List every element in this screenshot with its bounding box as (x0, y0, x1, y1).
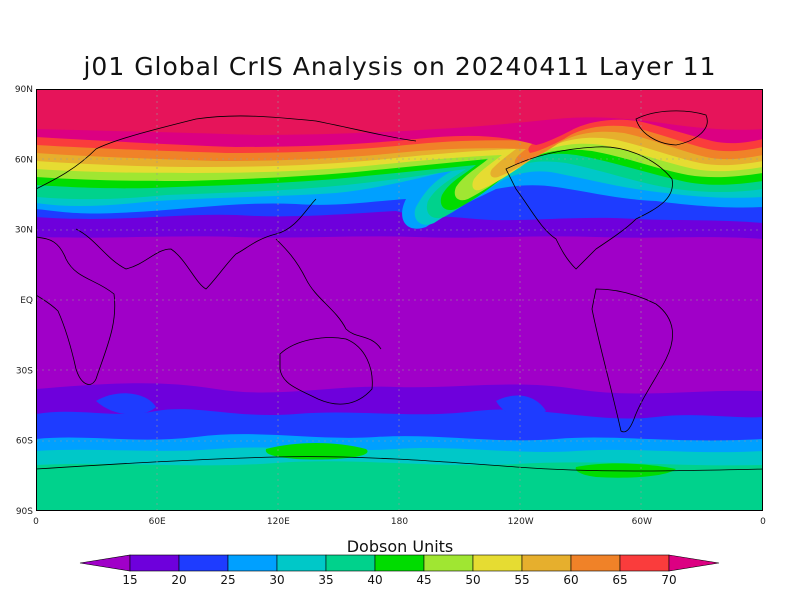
colorbar-min-arrow (79, 554, 131, 572)
colorbar-tick-label: 50 (465, 573, 480, 587)
colorbar-tick-label: 65 (612, 573, 627, 587)
colorbar-tick-label: 70 (661, 573, 676, 587)
lon-label: 0 (33, 517, 39, 527)
lat-label: EQ (20, 296, 33, 306)
colorbar-swatch (325, 554, 376, 572)
field-south-blue-blob (96, 393, 156, 415)
colorbar-swatch (423, 554, 474, 572)
colorbar-swatches (79, 554, 720, 572)
field-south-blue-blob-2 (496, 395, 546, 417)
colorbar-swatch (619, 554, 670, 572)
colorbar-title: Dobson Units (346, 537, 454, 556)
field-south-green-patch (265, 443, 368, 460)
colorbar-swatch (227, 554, 278, 572)
lon-label: 60E (149, 517, 166, 527)
colorbar-swatch (276, 554, 327, 572)
lat-label: 90N (15, 85, 33, 95)
lon-label: 120W (508, 517, 534, 527)
graticule (36, 89, 763, 511)
map-axes: 90N 60N 30N EQ 30S 60S 90S 0 60E 120E 180 120W 60W 0 (15, 85, 766, 527)
lat-label: 60S (16, 437, 33, 447)
colorbar-swatch (521, 554, 572, 572)
field-north-hotpink (36, 89, 763, 135)
lon-label: 180 (391, 517, 408, 527)
lon-axis-labels: 0 60E 120E 180 120W 60W 0 (33, 517, 766, 527)
colorbar-swatch (178, 554, 229, 572)
lon-label: 120E (267, 517, 290, 527)
colorbar-tick-label: 20 (171, 573, 186, 587)
colorbar-tick-label: 55 (514, 573, 529, 587)
colorbar-tick-label: 60 (563, 573, 578, 587)
colorbar-tick-labels: 15 20 25 30 35 40 45 50 55 60 65 70 (122, 573, 676, 587)
colorbar-swatch (570, 554, 621, 572)
field-south-green-patch-2 (575, 463, 676, 478)
colorbar-tick-label: 15 (122, 573, 137, 587)
field-south-teal (36, 461, 763, 511)
lon-label: 60W (632, 517, 652, 527)
colorbar-tick-label: 30 (269, 573, 284, 587)
lat-axis-labels: 90N 60N 30N EQ 30S 60S 90S (15, 85, 33, 517)
colorbar-swatch (129, 554, 180, 572)
map-title: j01 Global CrIS Analysis on 20240411 Lay… (83, 52, 717, 81)
colorbar-max-arrow (668, 554, 720, 572)
lat-label: 30N (15, 226, 33, 236)
lat-label: 30S (16, 366, 33, 376)
lon-label: 0 (760, 517, 766, 527)
colorbar-tick-label: 40 (367, 573, 382, 587)
colorbar-tick-label: 35 (318, 573, 333, 587)
lat-label: 90S (16, 507, 33, 517)
colorbar-tick-label: 25 (220, 573, 235, 587)
colorbar-tick-label: 45 (416, 573, 431, 587)
colorbar: 15 20 25 30 35 40 45 50 55 60 65 70 (79, 554, 720, 587)
colorbar-swatch (374, 554, 425, 572)
ozone-map (36, 89, 763, 511)
colorbar-swatch (472, 554, 523, 572)
lat-label: 60N (15, 155, 33, 165)
